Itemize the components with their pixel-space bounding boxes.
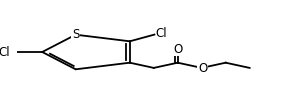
- Text: S: S: [72, 28, 79, 41]
- Text: Cl: Cl: [0, 46, 10, 58]
- Text: O: O: [173, 43, 182, 56]
- Text: O: O: [198, 62, 207, 75]
- Text: Cl: Cl: [156, 27, 168, 40]
